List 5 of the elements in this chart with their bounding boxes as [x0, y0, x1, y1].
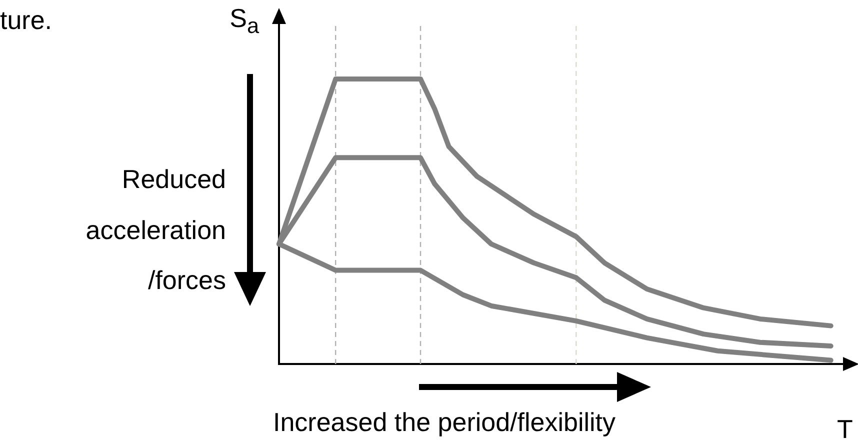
- text: Reduced acceleration /forces: [84, 163, 226, 298]
- x-axis-title: T: [837, 414, 853, 446]
- y-axis-title: S$_{a}$: [230, 2, 259, 40]
- text: Increased the period/flexibility: [273, 406, 616, 439]
- text: ture.: [0, 4, 52, 37]
